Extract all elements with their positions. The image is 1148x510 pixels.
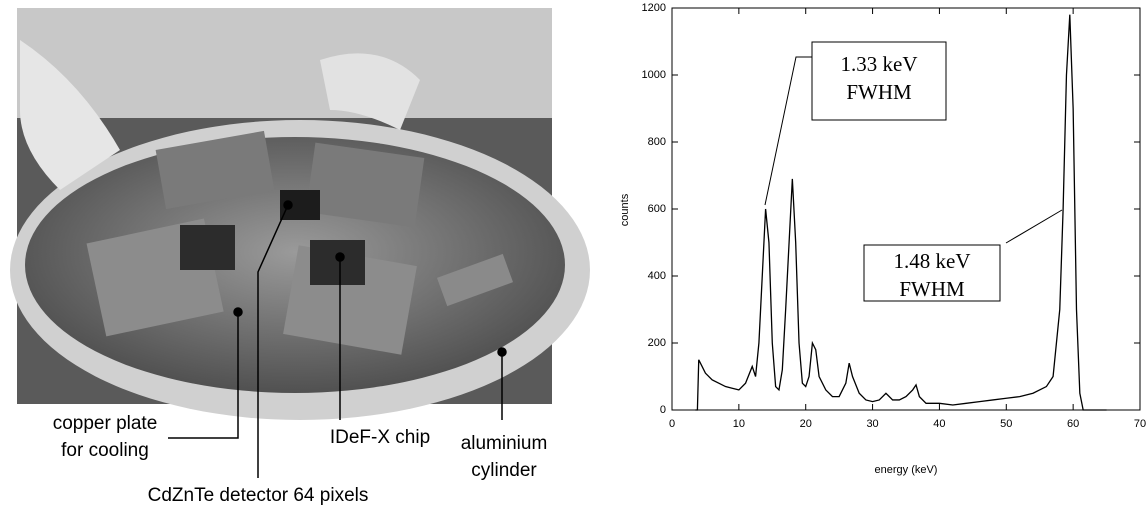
- annotation: 1.48 keV: [894, 249, 971, 273]
- y-tick-label: 600: [648, 203, 666, 215]
- photo-label: IDeF-X chip: [330, 427, 430, 448]
- photo-label: copper plate: [53, 413, 158, 434]
- annotation: 1.33 keV: [841, 52, 918, 76]
- y-tick-label: 800: [648, 136, 666, 148]
- photo-label: CdZnTe detector 64 pixels: [148, 485, 369, 506]
- annotation-pointer: [764, 56, 812, 206]
- photo-label: cylinder: [471, 460, 537, 481]
- spectrum-line: [695, 14, 1107, 411]
- annotation-pointer: [1005, 209, 1063, 244]
- x-tick-label: 60: [1067, 418, 1079, 430]
- y-tick-label: 0: [660, 404, 666, 416]
- x-tick-label: 70: [1134, 418, 1146, 430]
- y-axis-label: counts: [619, 193, 631, 226]
- x-tick-label: 20: [800, 418, 812, 430]
- y-tick-label: 1000: [642, 69, 666, 81]
- y-tick-label: 1200: [642, 2, 666, 14]
- x-axis-label: energy (keV): [875, 464, 938, 476]
- annotation: FWHM: [846, 80, 912, 104]
- annotation: FWHM: [899, 277, 965, 301]
- x-tick-label: 50: [1000, 418, 1012, 430]
- x-tick-label: 0: [669, 418, 675, 430]
- photo: [10, 8, 590, 420]
- annotation-box: [811, 41, 947, 121]
- y-tick-label: 200: [648, 337, 666, 349]
- photo-label: aluminium: [461, 433, 548, 454]
- x-tick-label: 10: [733, 418, 745, 430]
- y-tick-label: 400: [648, 270, 666, 282]
- x-tick-label: 30: [866, 418, 878, 430]
- annotation-box: [863, 244, 1001, 302]
- photo-label: for cooling: [61, 440, 149, 461]
- x-tick-label: 40: [933, 418, 945, 430]
- callouts: [168, 200, 507, 478]
